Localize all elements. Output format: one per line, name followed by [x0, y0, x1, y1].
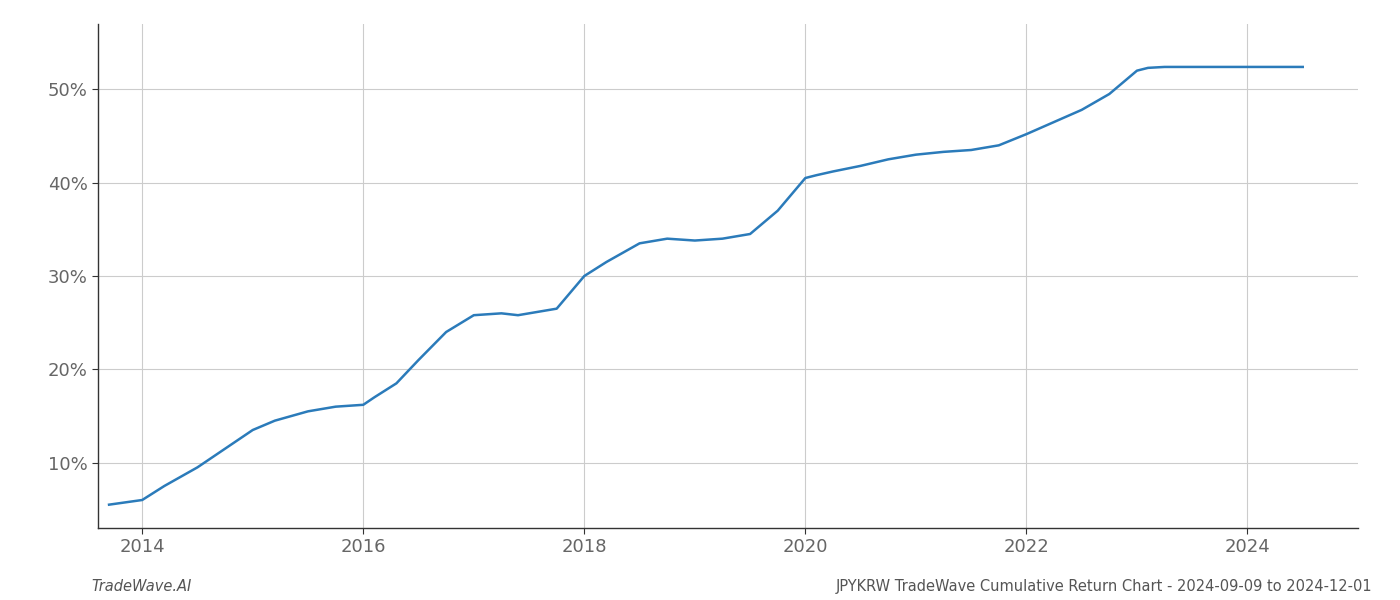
Text: JPYKRW TradeWave Cumulative Return Chart - 2024-09-09 to 2024-12-01: JPYKRW TradeWave Cumulative Return Chart… — [836, 579, 1372, 594]
Text: TradeWave.AI: TradeWave.AI — [91, 579, 192, 594]
